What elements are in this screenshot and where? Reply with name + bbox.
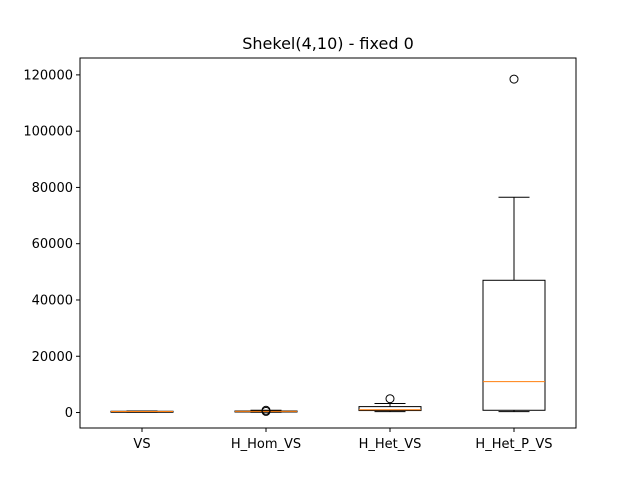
y-tick-label: 0 xyxy=(65,406,73,421)
outlier-point xyxy=(509,74,519,84)
y-tick-label: 120000 xyxy=(23,68,73,83)
y-tick-label: 80000 xyxy=(32,181,73,196)
y-tick-label: 60000 xyxy=(32,237,73,252)
x-tick-label: H_Het_P_VS xyxy=(475,437,552,452)
outlier-point xyxy=(261,405,271,415)
box-iqr xyxy=(482,279,546,411)
chart-title: Shekel(4,10) - fixed 0 xyxy=(242,34,414,53)
y-tick-label: 20000 xyxy=(32,350,73,365)
plot-area: 0 20000 40000 60000 80000 100000 120000 VS H_Hom… xyxy=(23,68,552,452)
y-tick-label: 40000 xyxy=(32,293,73,308)
y-tick-label: 100000 xyxy=(23,125,73,140)
outlier-point xyxy=(385,394,395,404)
box-iqr xyxy=(358,406,422,412)
x-tick-label: H_Hom_VS xyxy=(231,437,301,452)
x-tick-label: H_Het_VS xyxy=(359,437,422,452)
axes-frame xyxy=(79,57,577,429)
x-tick-label: VS xyxy=(133,437,150,452)
